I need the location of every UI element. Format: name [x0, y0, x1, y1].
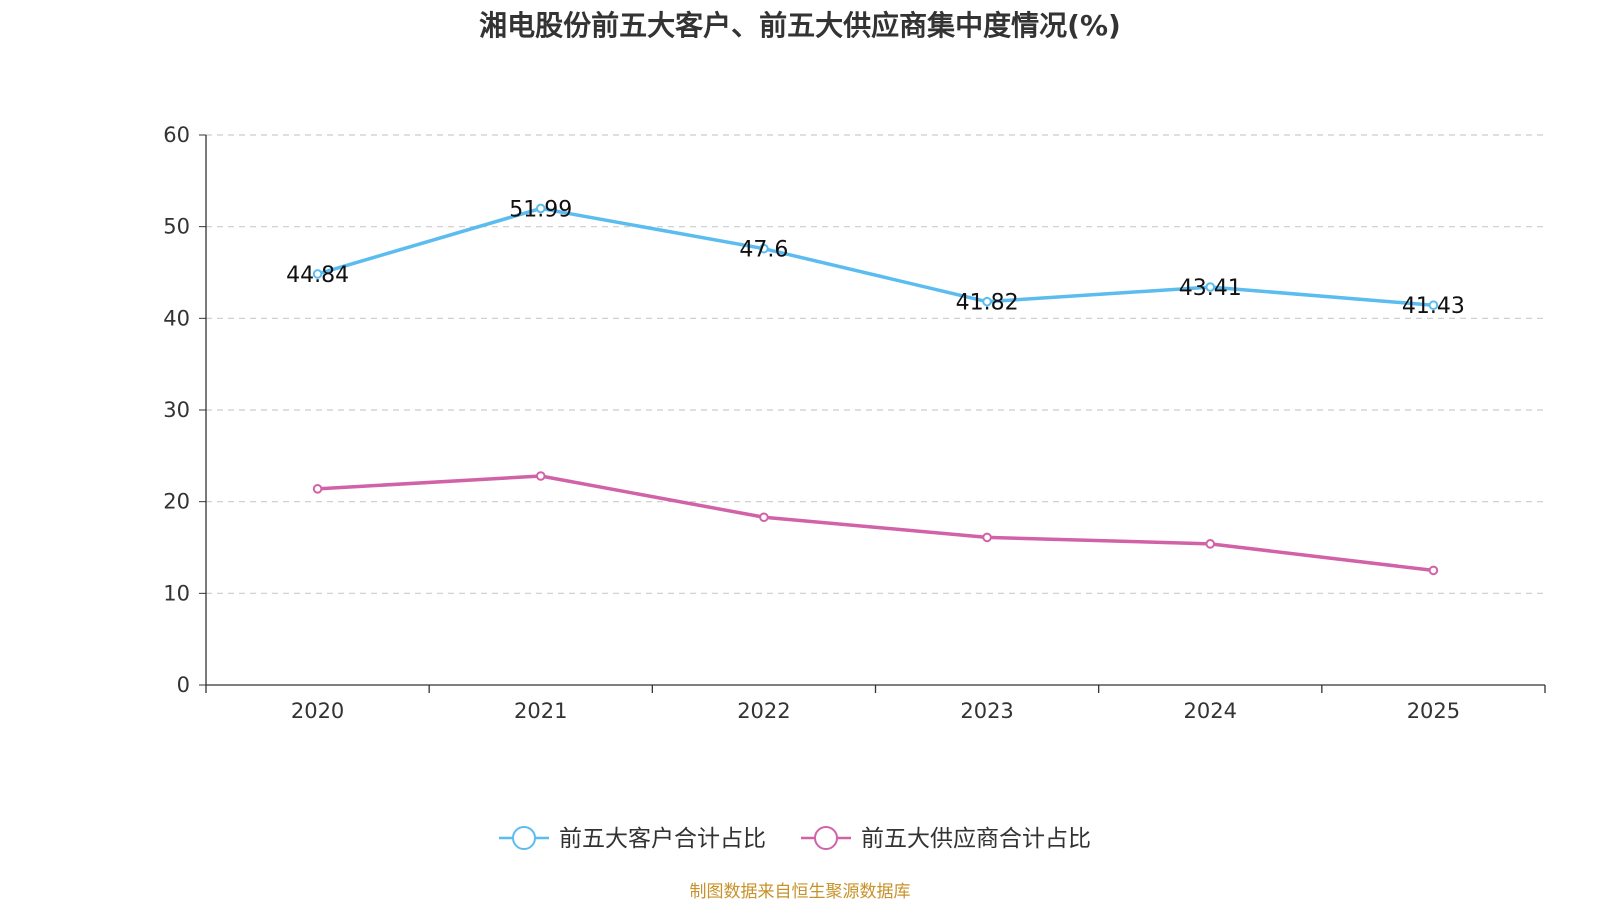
series-layer	[312, 203, 1439, 576]
x-tick-label: 2023	[960, 699, 1013, 723]
data-point[interactable]	[535, 471, 546, 481]
data-label: 47.6	[739, 238, 788, 263]
y-tick-label: 40	[163, 306, 190, 330]
data-point[interactable]	[1205, 282, 1216, 292]
data-point[interactable]	[982, 296, 992, 307]
series-line	[317, 474, 1434, 573]
legend-label: 前五大客户合计占比	[559, 826, 766, 852]
axes: 0 10 20 30 40 50 60 2020 2021 2022 2023 2024 2025	[163, 123, 1546, 723]
y-tick-label: 20	[163, 490, 190, 514]
y-tick-label: 50	[163, 215, 190, 239]
source-note: 制图数据来自恒生聚源数据库	[689, 882, 911, 902]
data-point[interactable]	[1428, 565, 1439, 576]
x-tick-label: 2020	[291, 699, 344, 723]
data-point[interactable]	[1205, 539, 1216, 549]
y-tick-label: 30	[163, 398, 190, 422]
data-point[interactable]	[1428, 300, 1439, 311]
y-tick-label: 10	[163, 581, 190, 605]
series-line	[317, 206, 1434, 307]
x-tick-label: 2025	[1407, 699, 1460, 723]
legend-label: 前五大供应商合计占比	[861, 826, 1091, 852]
data-label: 43.41	[1179, 276, 1242, 301]
data-point[interactable]	[312, 269, 323, 279]
legend-marker-icon	[512, 826, 536, 850]
legend: 前五大客户合计占比 前五大供应商合计占比	[499, 826, 1091, 852]
x-tick-label: 2021	[514, 699, 567, 723]
data-label: 41.43	[1402, 294, 1465, 319]
grid-lines	[206, 134, 1545, 594]
y-tick-label: 60	[163, 123, 190, 147]
data-point[interactable]	[759, 243, 769, 254]
data-point[interactable]	[312, 484, 323, 494]
data-label: 44.84	[286, 263, 349, 288]
data-label: 51.99	[509, 197, 572, 222]
legend-item[interactable]: 前五大客户合计占比	[499, 826, 766, 852]
legend-item[interactable]: 前五大供应商合计占比	[801, 826, 1091, 852]
x-tick-label: 2022	[737, 699, 790, 723]
data-point[interactable]	[982, 532, 992, 543]
y-tick-label: 0	[177, 673, 190, 697]
data-label: 41.82	[956, 291, 1019, 316]
x-tick-label: 2024	[1184, 699, 1237, 723]
legend-marker-icon	[814, 826, 838, 850]
data-point[interactable]	[535, 203, 546, 214]
data-labels: 44.84 51.99 47.6 41.82 43.41 41.43	[286, 197, 1465, 319]
chart-title: 湘电股份前五大客户、前五大供应商集中度情况(%)	[479, 9, 1121, 42]
data-point[interactable]	[759, 512, 769, 523]
